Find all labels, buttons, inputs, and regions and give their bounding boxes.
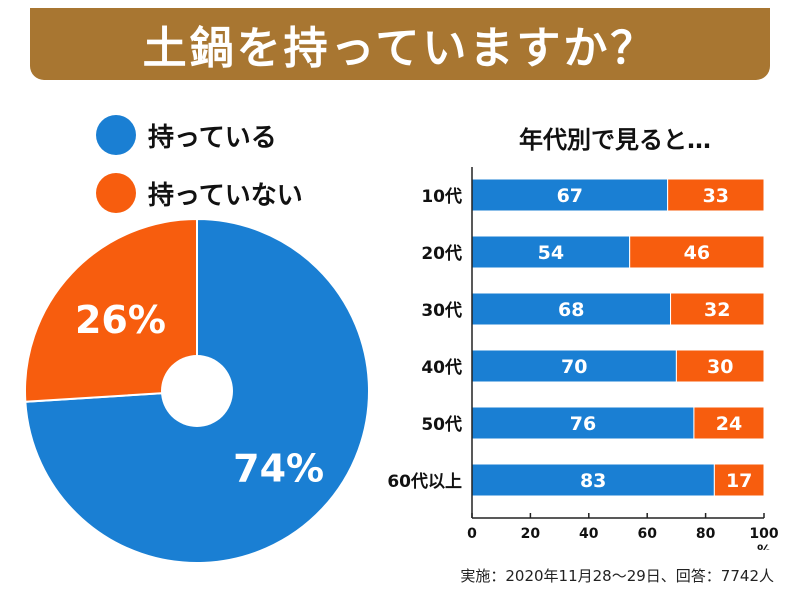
legend: 持っている 持っていない [96,106,303,222]
bar-category-label-6: 60代以上 [387,471,462,492]
stacked-bar-chart: 年代別で見ると… 10代 67 33 20代 54 46 30代 68 32 40代 70 30 50代… [387,126,779,550]
bar-segment-5-2 [693,406,765,440]
x-tick-label-4: 60 [637,526,657,542]
bar-segment-2-2 [629,235,765,269]
pie-center-hole [161,355,233,427]
bar-segment-1-2 [667,178,765,212]
bar-value-label-6-2: 17 [726,470,752,492]
bar-value-label-4-2: 30 [707,356,733,378]
bar-value-label-5-2: 24 [716,413,742,435]
bar-segment-3-2 [670,292,765,326]
bar-segment-6-2 [713,463,765,497]
bar-category-label-5: 50代 [421,414,462,435]
bar-value-label-1-2: 33 [703,185,729,207]
bar-chart-subtitle: 年代別で見ると… [519,126,711,154]
bar-value-label-5-1: 76 [570,413,596,435]
x-tick-label-6: 100 [749,526,778,542]
bar-value-label-3-2: 32 [704,299,730,321]
bar-segment-1-1 [471,178,669,212]
bar-category-label-3: 30代 [421,300,462,321]
bar-value-label-6-1: 83 [580,470,606,492]
pie-chart: 74% 26% [24,217,370,564]
bar-category-label-4: 40代 [421,357,462,378]
bar-category-label-2: 20代 [421,243,462,264]
bar-category-label-1: 10代 [421,186,462,207]
bar-segment-4-1 [471,349,677,383]
bar-value-label-3-1: 68 [558,299,584,321]
bar-segment-6-1 [471,463,715,497]
x-axis-unit-label: % [757,543,771,550]
x-tick-label-5: 80 [696,526,716,542]
bar-value-label-2-2: 46 [684,242,710,264]
bar-value-label-1-1: 67 [557,185,583,207]
pie-slice-2 [24,217,198,403]
x-tick-label-2: 20 [521,526,541,542]
legend-swatch-have [96,115,136,155]
legend-swatch-not-have [96,173,136,213]
legend-label-not-have: 持っていない [148,180,303,211]
bar-value-label-2-1: 54 [538,242,564,264]
bar-segment-4-2 [675,349,765,383]
legend-label-have: 持っている [148,122,277,153]
pie-value-label-1: 74% [233,447,324,491]
pie-value-label-2: 26% [75,298,166,342]
x-tick-label-1: 0 [467,526,477,542]
x-tick-label-3: 40 [579,526,599,542]
bar-segment-3-1 [471,292,672,326]
bar-value-label-4-1: 70 [561,356,587,378]
bar-segment-5-1 [471,406,695,440]
legend-item-have: 持っている [96,106,303,164]
legend-item-not-have: 持っていない [96,164,303,222]
title-banner: 土鍋を持っていますか？ [30,8,770,80]
survey-footnote: 実施：2020年11月28～29日、回答：7742人 [460,567,774,585]
chart-title: 土鍋を持っていますか？ [142,23,658,74]
